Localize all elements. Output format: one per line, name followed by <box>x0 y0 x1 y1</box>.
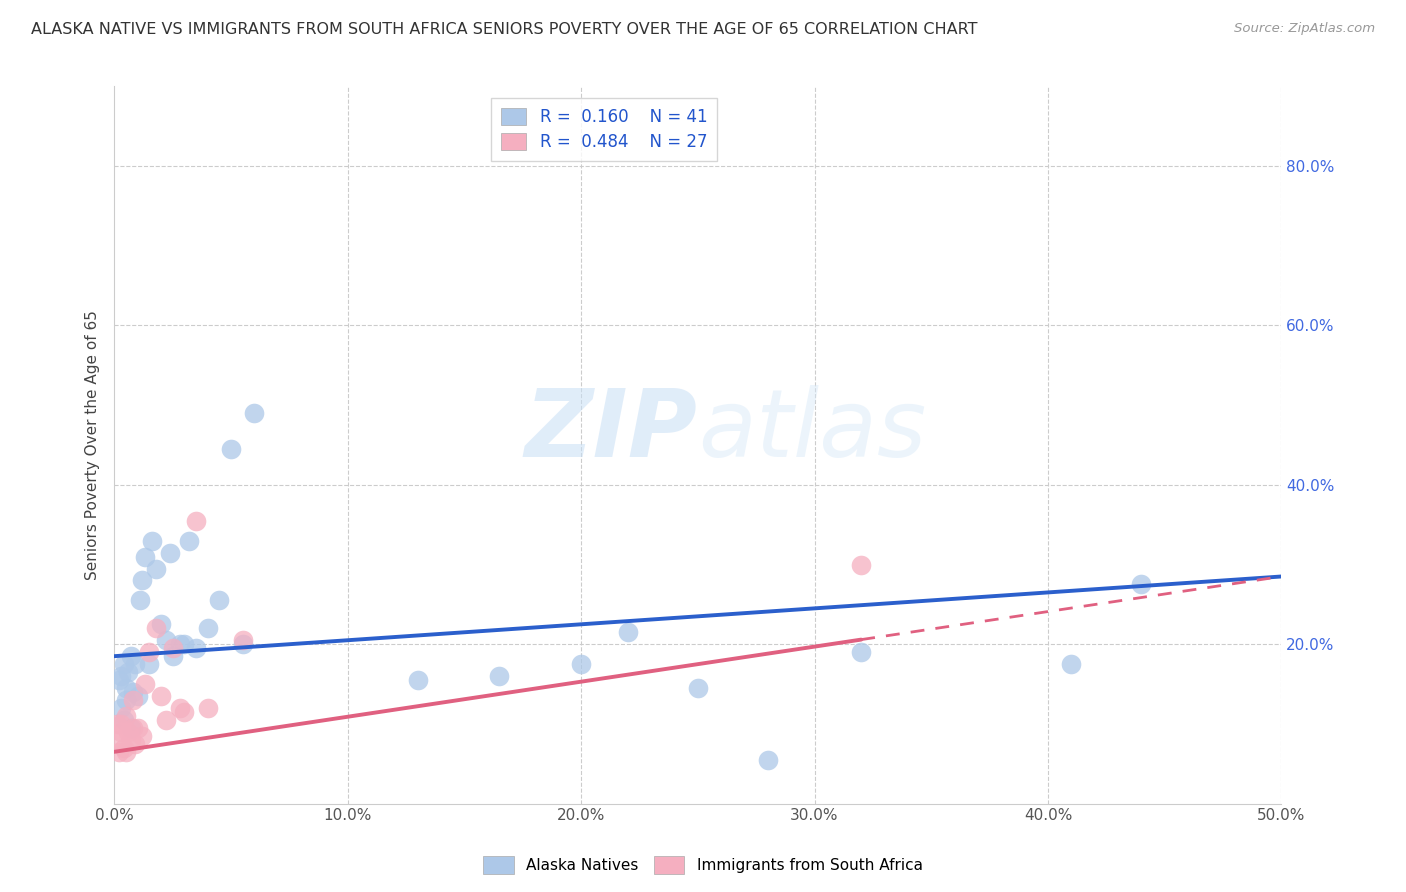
Point <box>112 657 135 672</box>
Point <box>134 549 156 564</box>
Point <box>127 721 149 735</box>
Point <box>686 681 709 695</box>
Point <box>243 406 266 420</box>
Point <box>115 709 138 723</box>
Point <box>120 721 142 735</box>
Point <box>162 641 184 656</box>
Point <box>155 713 177 727</box>
Point <box>149 689 172 703</box>
Point <box>112 740 135 755</box>
Point <box>173 637 195 651</box>
Point <box>1130 577 1153 591</box>
Point <box>155 633 177 648</box>
Point <box>569 657 592 672</box>
Legend: Alaska Natives, Immigrants from South Africa: Alaska Natives, Immigrants from South Af… <box>477 850 929 880</box>
Point <box>108 745 131 759</box>
Point <box>108 673 131 687</box>
Point <box>128 593 150 607</box>
Point <box>112 713 135 727</box>
Point <box>145 621 167 635</box>
Point <box>115 681 138 695</box>
Point <box>208 593 231 607</box>
Point <box>232 633 254 648</box>
Point <box>1060 657 1083 672</box>
Point <box>117 725 139 739</box>
Point <box>124 737 146 751</box>
Legend: R =  0.160    N = 41, R =  0.484    N = 27: R = 0.160 N = 41, R = 0.484 N = 27 <box>492 98 717 161</box>
Point <box>110 701 132 715</box>
Point <box>145 561 167 575</box>
Point <box>124 657 146 672</box>
Point <box>488 669 510 683</box>
Point <box>406 673 429 687</box>
Point <box>121 685 143 699</box>
Point <box>115 745 138 759</box>
Point <box>120 649 142 664</box>
Point <box>120 732 142 747</box>
Text: Source: ZipAtlas.com: Source: ZipAtlas.com <box>1234 22 1375 36</box>
Point <box>138 657 160 672</box>
Point <box>197 621 219 635</box>
Point <box>105 717 128 731</box>
Point <box>115 693 138 707</box>
Point <box>169 701 191 715</box>
Point <box>197 701 219 715</box>
Point <box>756 753 779 767</box>
Point <box>184 641 207 656</box>
Point <box>141 533 163 548</box>
Text: ZIP: ZIP <box>524 384 697 476</box>
Point <box>110 669 132 683</box>
Text: atlas: atlas <box>697 385 927 476</box>
Point <box>173 705 195 719</box>
Point <box>110 725 132 739</box>
Point <box>117 665 139 679</box>
Point <box>169 637 191 651</box>
Point <box>851 558 873 572</box>
Y-axis label: Seniors Poverty Over the Age of 65: Seniors Poverty Over the Age of 65 <box>86 310 100 580</box>
Point <box>162 649 184 664</box>
Point <box>121 721 143 735</box>
Point <box>131 729 153 743</box>
Point <box>121 693 143 707</box>
Point <box>131 574 153 588</box>
Point <box>219 442 242 456</box>
Point <box>232 637 254 651</box>
Point <box>616 625 638 640</box>
Point <box>127 689 149 703</box>
Point <box>184 514 207 528</box>
Point <box>110 717 132 731</box>
Point <box>851 645 873 659</box>
Point <box>159 545 181 559</box>
Point <box>134 677 156 691</box>
Text: ALASKA NATIVE VS IMMIGRANTS FROM SOUTH AFRICA SENIORS POVERTY OVER THE AGE OF 65: ALASKA NATIVE VS IMMIGRANTS FROM SOUTH A… <box>31 22 977 37</box>
Point <box>108 732 131 747</box>
Point <box>149 617 172 632</box>
Point <box>177 533 200 548</box>
Point <box>138 645 160 659</box>
